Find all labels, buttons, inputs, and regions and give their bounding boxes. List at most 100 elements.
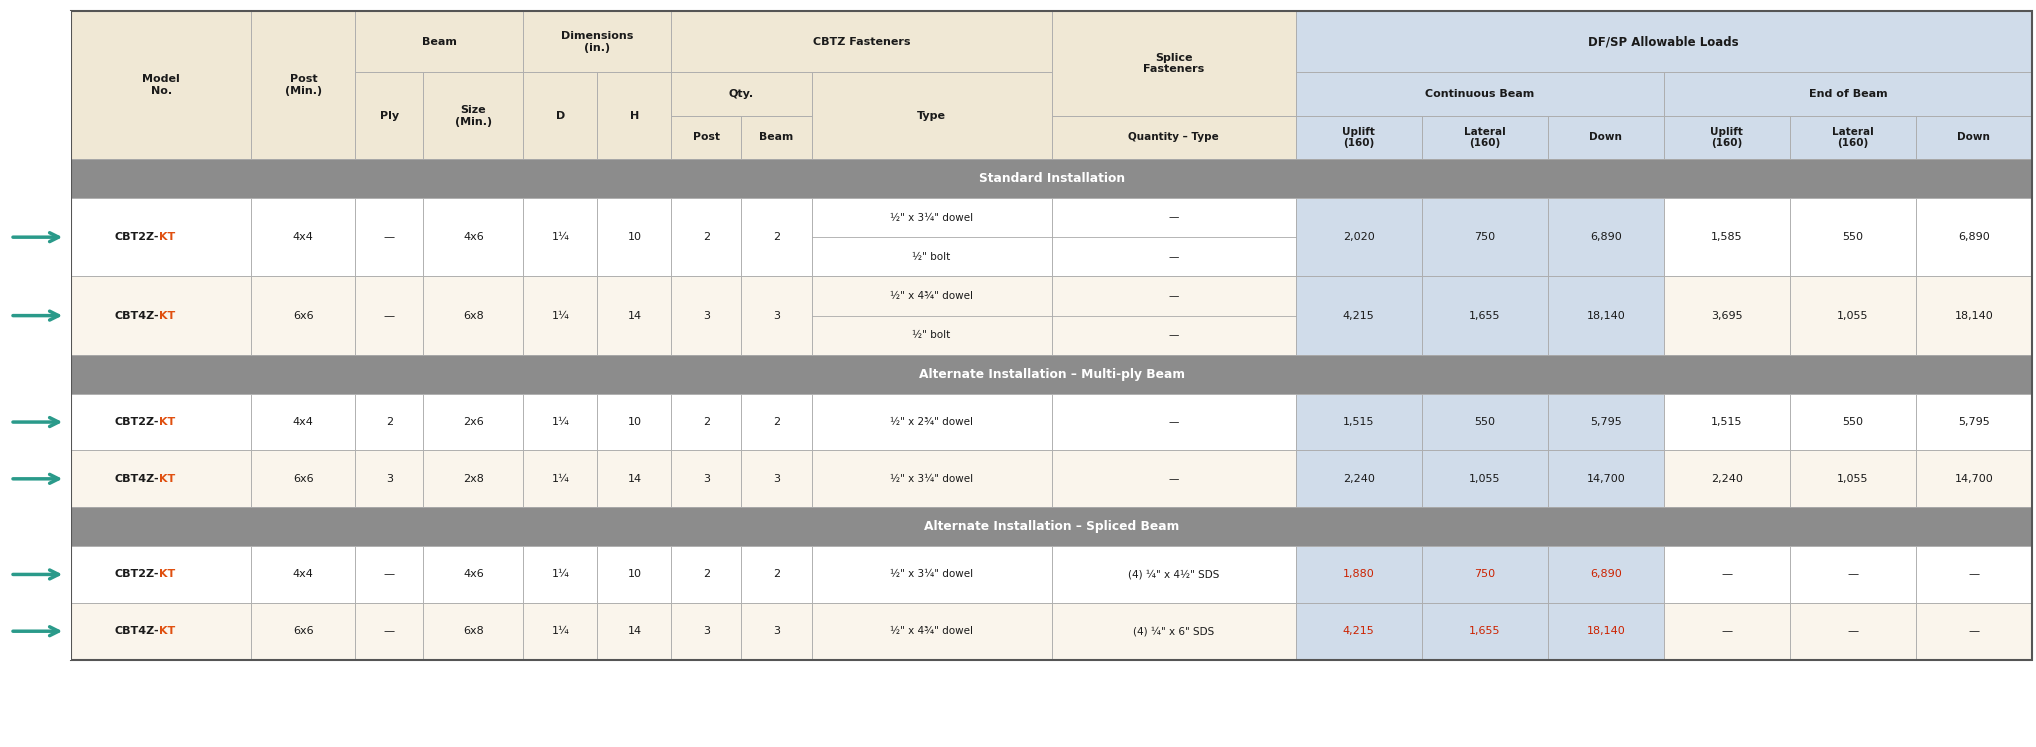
Bar: [71, 394, 250, 450]
Bar: [523, 11, 672, 72]
Bar: [1295, 198, 1421, 276]
Text: 1,655: 1,655: [1470, 311, 1501, 320]
Text: 1¼: 1¼: [552, 569, 570, 580]
Bar: [597, 276, 672, 355]
Text: —: —: [1847, 569, 1859, 580]
Bar: [71, 450, 250, 507]
Text: 4x6: 4x6: [462, 569, 485, 580]
Bar: [741, 603, 812, 660]
Text: —: —: [385, 569, 395, 580]
Bar: [741, 276, 812, 355]
Bar: [672, 198, 741, 276]
Text: ½" x 3¼" dowel: ½" x 3¼" dowel: [890, 213, 973, 223]
Bar: [597, 450, 672, 507]
Bar: [71, 603, 250, 660]
Text: 2: 2: [385, 417, 393, 427]
Text: 3: 3: [387, 474, 393, 484]
Text: 2: 2: [774, 417, 780, 427]
Text: —: —: [1169, 291, 1179, 301]
Text: ½" x 4¾" dowel: ½" x 4¾" dowel: [890, 291, 973, 301]
Bar: [1663, 450, 1790, 507]
Bar: [741, 394, 812, 450]
Text: Alternate Installation – Multi-ply Beam: Alternate Installation – Multi-ply Beam: [918, 368, 1185, 381]
Text: Dimensions
(in.): Dimensions (in.): [562, 31, 633, 52]
Text: 18,140: 18,140: [1955, 311, 1993, 320]
Text: KT: KT: [159, 417, 175, 427]
Text: 1¼: 1¼: [552, 626, 570, 636]
Text: 14: 14: [627, 626, 641, 636]
Bar: [1421, 116, 1547, 159]
Text: 3,695: 3,695: [1710, 311, 1743, 320]
Bar: [523, 72, 597, 159]
Text: Down: Down: [1590, 132, 1623, 143]
Text: 14,700: 14,700: [1955, 474, 1993, 484]
Text: 1¼: 1¼: [552, 474, 570, 484]
Bar: [672, 603, 741, 660]
Bar: [71, 276, 250, 355]
Text: 4x6: 4x6: [462, 232, 485, 242]
Bar: [1547, 198, 1663, 276]
Text: 6x8: 6x8: [462, 311, 485, 320]
Bar: [741, 546, 812, 603]
Text: 6,890: 6,890: [1590, 232, 1621, 242]
Bar: [1790, 603, 1916, 660]
Bar: [1295, 603, 1421, 660]
Text: 10: 10: [627, 569, 641, 580]
Text: 2,020: 2,020: [1344, 232, 1374, 242]
Text: 1¼: 1¼: [552, 417, 570, 427]
Bar: [1051, 546, 1295, 603]
Bar: [1421, 546, 1547, 603]
Bar: [523, 450, 597, 507]
Text: DF/SP Allowable Loads: DF/SP Allowable Loads: [1588, 35, 1739, 49]
Bar: [1663, 394, 1790, 450]
Bar: [1547, 116, 1663, 159]
Text: CBT4Z-: CBT4Z-: [114, 311, 159, 320]
Bar: [1051, 198, 1295, 276]
Text: —: —: [1969, 569, 1979, 580]
Text: ½" x 2¾" dowel: ½" x 2¾" dowel: [890, 417, 973, 427]
Bar: [250, 276, 356, 355]
Text: KT: KT: [159, 569, 175, 580]
Text: 2: 2: [774, 232, 780, 242]
Bar: [1790, 116, 1916, 159]
Text: 6x6: 6x6: [293, 474, 314, 484]
Text: —: —: [1969, 626, 1979, 636]
Bar: [1663, 603, 1790, 660]
Bar: [423, 394, 523, 450]
Bar: [523, 603, 597, 660]
Bar: [71, 198, 250, 276]
Bar: [812, 72, 1051, 159]
Bar: [672, 546, 741, 603]
Text: 4x4: 4x4: [293, 569, 314, 580]
Text: —: —: [1169, 330, 1179, 340]
Bar: [1051, 450, 1295, 507]
Bar: [672, 394, 741, 450]
Bar: [356, 11, 523, 72]
Bar: [71, 11, 250, 159]
Bar: [1663, 276, 1790, 355]
Text: 2: 2: [702, 417, 711, 427]
Text: CBT2Z-: CBT2Z-: [114, 232, 159, 242]
Text: 18,140: 18,140: [1586, 311, 1625, 320]
Bar: [523, 198, 597, 276]
Bar: [1547, 603, 1663, 660]
Text: 4,215: 4,215: [1344, 311, 1374, 320]
Bar: [71, 11, 2032, 660]
Text: 1,655: 1,655: [1470, 626, 1501, 636]
Text: 1¼: 1¼: [552, 311, 570, 320]
Bar: [71, 546, 250, 603]
Text: 550: 550: [1474, 417, 1494, 427]
Text: 3: 3: [702, 311, 711, 320]
Text: 1,055: 1,055: [1836, 474, 1869, 484]
Bar: [597, 72, 672, 159]
Text: —: —: [385, 232, 395, 242]
Text: 1,515: 1,515: [1344, 417, 1374, 427]
Text: End of Beam: End of Beam: [1808, 89, 1887, 99]
Text: CBT4Z-: CBT4Z-: [114, 474, 159, 484]
Bar: [423, 276, 523, 355]
Bar: [1421, 394, 1547, 450]
Bar: [1421, 198, 1547, 276]
Text: 3: 3: [774, 474, 780, 484]
Bar: [250, 450, 356, 507]
Bar: [71, 159, 2032, 198]
